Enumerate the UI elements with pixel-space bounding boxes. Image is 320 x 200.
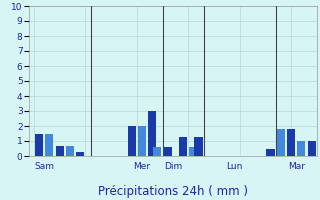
Bar xyxy=(56,146,64,156)
Bar xyxy=(194,137,203,156)
Text: Dim: Dim xyxy=(164,162,182,171)
Text: Mer: Mer xyxy=(133,162,150,171)
Text: Mar: Mar xyxy=(288,162,305,171)
Bar xyxy=(45,134,53,156)
Bar xyxy=(153,147,162,156)
Text: Sam: Sam xyxy=(34,162,54,171)
Bar xyxy=(179,137,187,156)
Text: Précipitations 24h ( mm ): Précipitations 24h ( mm ) xyxy=(98,184,248,198)
Bar xyxy=(76,152,84,156)
Bar xyxy=(277,129,285,156)
Bar xyxy=(138,126,146,156)
Bar xyxy=(266,148,275,156)
Bar xyxy=(128,126,136,156)
Bar xyxy=(148,111,156,156)
Bar xyxy=(66,146,74,156)
Text: Lun: Lun xyxy=(226,162,243,171)
Bar xyxy=(189,147,197,156)
Bar xyxy=(287,129,295,156)
Bar xyxy=(164,147,172,156)
Bar xyxy=(35,134,43,156)
Bar xyxy=(308,141,316,156)
Bar xyxy=(297,141,306,156)
